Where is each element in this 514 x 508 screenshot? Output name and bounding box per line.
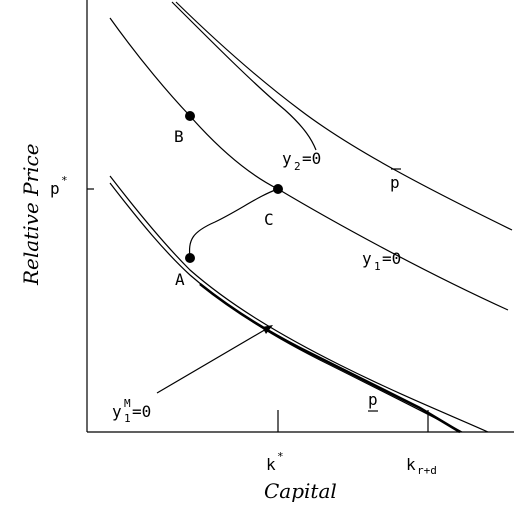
- point-b-marker: [185, 111, 195, 121]
- y1-zero-label: y 1 =0: [362, 249, 401, 273]
- k-rd-label: k r+d: [406, 455, 437, 477]
- y1m-pointer-line: [156, 327, 269, 394]
- p-underbar-curve-outer: [109, 175, 489, 433]
- svg-text:1: 1: [374, 260, 381, 273]
- p-star-label: p *: [50, 174, 68, 198]
- point-a-marker: [185, 253, 195, 263]
- svg-text:=0: =0: [382, 249, 401, 268]
- y-axis-title: Relative Price: [19, 143, 43, 286]
- y1m-zero-curve: [199, 282, 461, 434]
- y2-zero-curve: [171, 1, 317, 151]
- point-b-label: B: [174, 127, 184, 146]
- svg-text:M: M: [124, 397, 131, 410]
- y1m-pointer-arrowhead: [262, 325, 273, 334]
- x-axis-title: Capital: [264, 479, 337, 503]
- svg-text:k: k: [266, 455, 276, 474]
- svg-text:r+d: r+d: [417, 464, 437, 477]
- svg-text:y: y: [112, 402, 122, 421]
- a-to-c-path: [188, 188, 279, 259]
- svg-text:1: 1: [124, 412, 131, 425]
- svg-text:p: p: [368, 390, 378, 409]
- svg-text:=0: =0: [132, 402, 151, 421]
- point-c-label: C: [264, 210, 274, 229]
- y1m-zero-label: y M 1 =0: [112, 397, 151, 425]
- p-bar-label: p: [390, 168, 401, 192]
- point-c-marker: [273, 184, 283, 194]
- p-underbar-label: p: [368, 390, 378, 412]
- svg-text:p: p: [390, 173, 400, 192]
- svg-text:*: *: [61, 174, 68, 187]
- p-underbar-curve-inner: [109, 182, 463, 433]
- svg-text:y: y: [282, 149, 292, 168]
- y2-zero-label: y 2 =0: [282, 149, 321, 173]
- svg-text:y: y: [362, 249, 372, 268]
- p-bar-curve: [175, 1, 513, 231]
- svg-text:*: *: [277, 450, 284, 463]
- y1-zero-curve: [109, 17, 509, 311]
- svg-text:2: 2: [294, 160, 301, 173]
- svg-text:=0: =0: [302, 149, 321, 168]
- svg-text:p: p: [50, 179, 60, 198]
- point-a-label: A: [175, 270, 185, 289]
- svg-text:k: k: [406, 455, 416, 474]
- k-star-label: k *: [266, 450, 284, 474]
